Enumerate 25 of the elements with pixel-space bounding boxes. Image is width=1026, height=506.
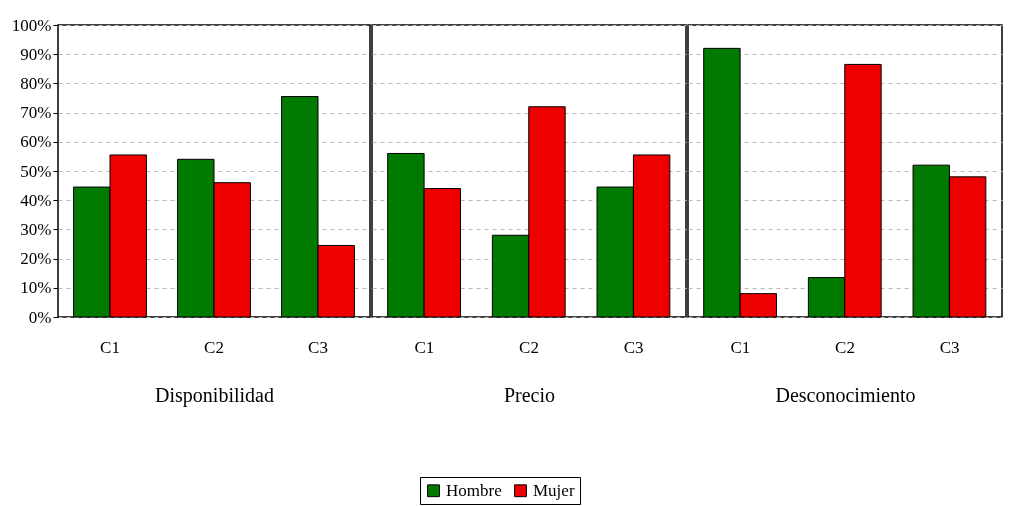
y-tick-label: 0% [28, 307, 52, 327]
x-tick-label: C2 [519, 337, 539, 357]
x-tick-label: C3 [939, 337, 960, 357]
legend-label: Mujer [533, 480, 575, 500]
y-tick-label: 30% [20, 219, 52, 239]
x-tick-label: C1 [730, 337, 751, 357]
x-tick-label: C3 [623, 337, 644, 357]
x-tick-label: C1 [414, 337, 435, 357]
y-tick-label: 10% [20, 278, 52, 298]
y-tick-label: 90% [20, 44, 52, 64]
x-axis-title: Precio [503, 383, 556, 406]
x-axis-title: Disponibilidad [155, 383, 274, 407]
x-tick-label: C1 [100, 337, 120, 357]
x-tick-label: C3 [308, 337, 328, 357]
x-tick-label: C2 [835, 337, 855, 357]
y-tick-label: 80% [20, 73, 52, 93]
x-axis-title: Desconocimiento [775, 383, 916, 406]
y-tick-label: 20% [20, 249, 52, 269]
y-tick-label: 50% [20, 161, 52, 181]
y-tick-label: 40% [20, 190, 52, 210]
x-tick-label: C2 [204, 337, 224, 357]
y-tick-label: 60% [20, 132, 52, 152]
legend-label: Hombre [446, 480, 502, 500]
y-tick-label: 100% [11, 15, 52, 35]
y-tick-label: 70% [20, 103, 52, 123]
